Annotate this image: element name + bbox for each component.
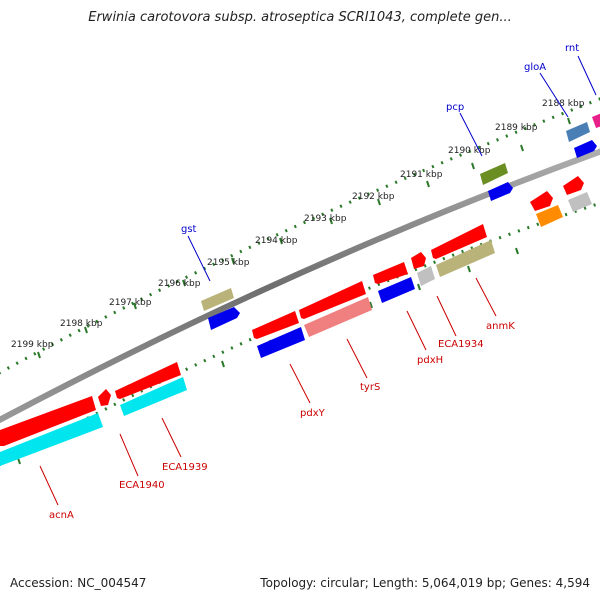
cds-product[interactable] — [536, 205, 563, 227]
outer-major-ticks — [37, 117, 571, 359]
gene-ECA1934-feature[interactable] — [411, 252, 426, 269]
leader-line — [39, 465, 59, 506]
genes-value: 4,594 — [555, 576, 590, 590]
kbp-label: 2189 kbp — [495, 123, 538, 133]
gene-pdxH-product[interactable] — [378, 277, 415, 303]
leader-line — [119, 433, 139, 477]
leader-line — [406, 310, 427, 351]
accession-label: Accession: — [10, 576, 74, 590]
kbp-scale-labels: 2199 kbp 2198 kbp 2197 kbp 2196 kbp 2195… — [11, 99, 585, 350]
gene-label-tyrS[interactable]: tyrS — [360, 382, 380, 393]
leader-line — [577, 55, 597, 96]
gene-pcp-feature[interactable] — [480, 163, 508, 185]
kbp-label: 2195 kbp — [207, 258, 250, 268]
topology-value: circular — [320, 576, 365, 590]
kbp-label: 2196 kbp — [158, 279, 201, 289]
gene-acnA-feature[interactable] — [0, 396, 96, 446]
gene-tyrS-product[interactable] — [304, 297, 372, 337]
reverse-gene-labels: acnA ECA1940 ECA1939 pdxY tyrS pdxH ECA1… — [39, 277, 515, 521]
gene-label-rnt[interactable]: rnt — [565, 43, 579, 54]
gene-ECA1934-product[interactable] — [417, 266, 435, 286]
kbp-label: 2199 kbp — [11, 340, 54, 350]
leader-line — [459, 112, 483, 157]
length-value: 5,064,019 bp — [421, 576, 502, 590]
gene-label-pdxH[interactable]: pdxH — [417, 355, 443, 366]
gene-label-gst[interactable]: gst — [181, 224, 197, 235]
gene-anmK-feature[interactable] — [431, 224, 487, 259]
gene-label-ECA1934[interactable]: ECA1934 — [438, 339, 484, 350]
gene-pdxY-feature[interactable] — [252, 311, 299, 339]
kbp-label: 2192 kbp — [352, 192, 395, 202]
gene-acnA-product[interactable] — [0, 413, 103, 466]
gene-ECA1939-feature[interactable] — [115, 362, 181, 399]
gene-label-ECA1939[interactable]: ECA1939 — [162, 462, 208, 473]
kbp-label: 2194 kbp — [255, 236, 298, 246]
cds-product[interactable] — [568, 192, 592, 212]
kbp-label: 2190 kbp — [448, 146, 491, 156]
cds-feature[interactable] — [488, 182, 513, 201]
leader-line — [346, 338, 368, 379]
accession-value: NC_004547 — [77, 576, 147, 590]
accession-info: Accession: NC_004547 — [10, 576, 146, 590]
gene-tyrS-feature[interactable] — [299, 281, 366, 319]
leader-line — [436, 295, 457, 337]
gene-ECA1939-product[interactable] — [120, 377, 187, 416]
gene-label-pcp[interactable]: pcp — [446, 102, 464, 113]
forward-gene-labels: gst pcp gloA rnt — [181, 43, 597, 282]
kbp-label: 2188 kbp — [542, 99, 585, 109]
kbp-label: 2193 kbp — [304, 214, 347, 224]
gene-pdxY-product[interactable] — [257, 327, 305, 358]
cds-feature[interactable] — [530, 191, 553, 211]
genome-stats: Topology: circular; Length: 5,064,019 bp… — [260, 576, 590, 590]
cds-feature[interactable] — [563, 176, 584, 195]
gene-rnt-feature[interactable] — [592, 113, 600, 128]
gene-gloA-feature[interactable] — [566, 122, 590, 142]
kbp-label: 2198 kbp — [60, 319, 103, 329]
cds-feature[interactable] — [208, 307, 240, 330]
gene-label-pdxY[interactable]: pdxY — [300, 408, 326, 419]
length-label: Length: — [372, 576, 419, 590]
leader-line — [187, 235, 211, 282]
reverse-strand-features — [0, 176, 592, 466]
gene-anmK-product[interactable] — [436, 240, 495, 277]
leader-line — [475, 277, 497, 317]
leader-line — [289, 363, 311, 404]
gene-ECA1940-feature[interactable] — [98, 389, 111, 406]
kbp-label: 2197 kbp — [109, 298, 152, 308]
gene-label-anmK[interactable]: anmK — [486, 321, 515, 332]
genome-backbone — [0, 148, 600, 424]
gene-gst-feature[interactable] — [201, 288, 234, 311]
leader-line — [539, 72, 569, 118]
gene-label-acnA[interactable]: acnA — [49, 510, 74, 521]
forward-strand-features — [201, 113, 600, 330]
gene-label-gloA[interactable]: gloA — [524, 62, 546, 73]
map-title: Erwinia carotovora subsp. atroseptica SC… — [88, 10, 512, 25]
leader-line — [161, 417, 182, 458]
cds-feature[interactable] — [574, 140, 597, 158]
gene-pdxH-feature[interactable] — [373, 262, 408, 284]
genes-label: Genes: — [509, 576, 552, 590]
topology-label: Topology: — [260, 576, 317, 590]
gene-label-ECA1940[interactable]: ECA1940 — [119, 480, 165, 491]
kbp-label: 2191 kbp — [400, 170, 443, 180]
